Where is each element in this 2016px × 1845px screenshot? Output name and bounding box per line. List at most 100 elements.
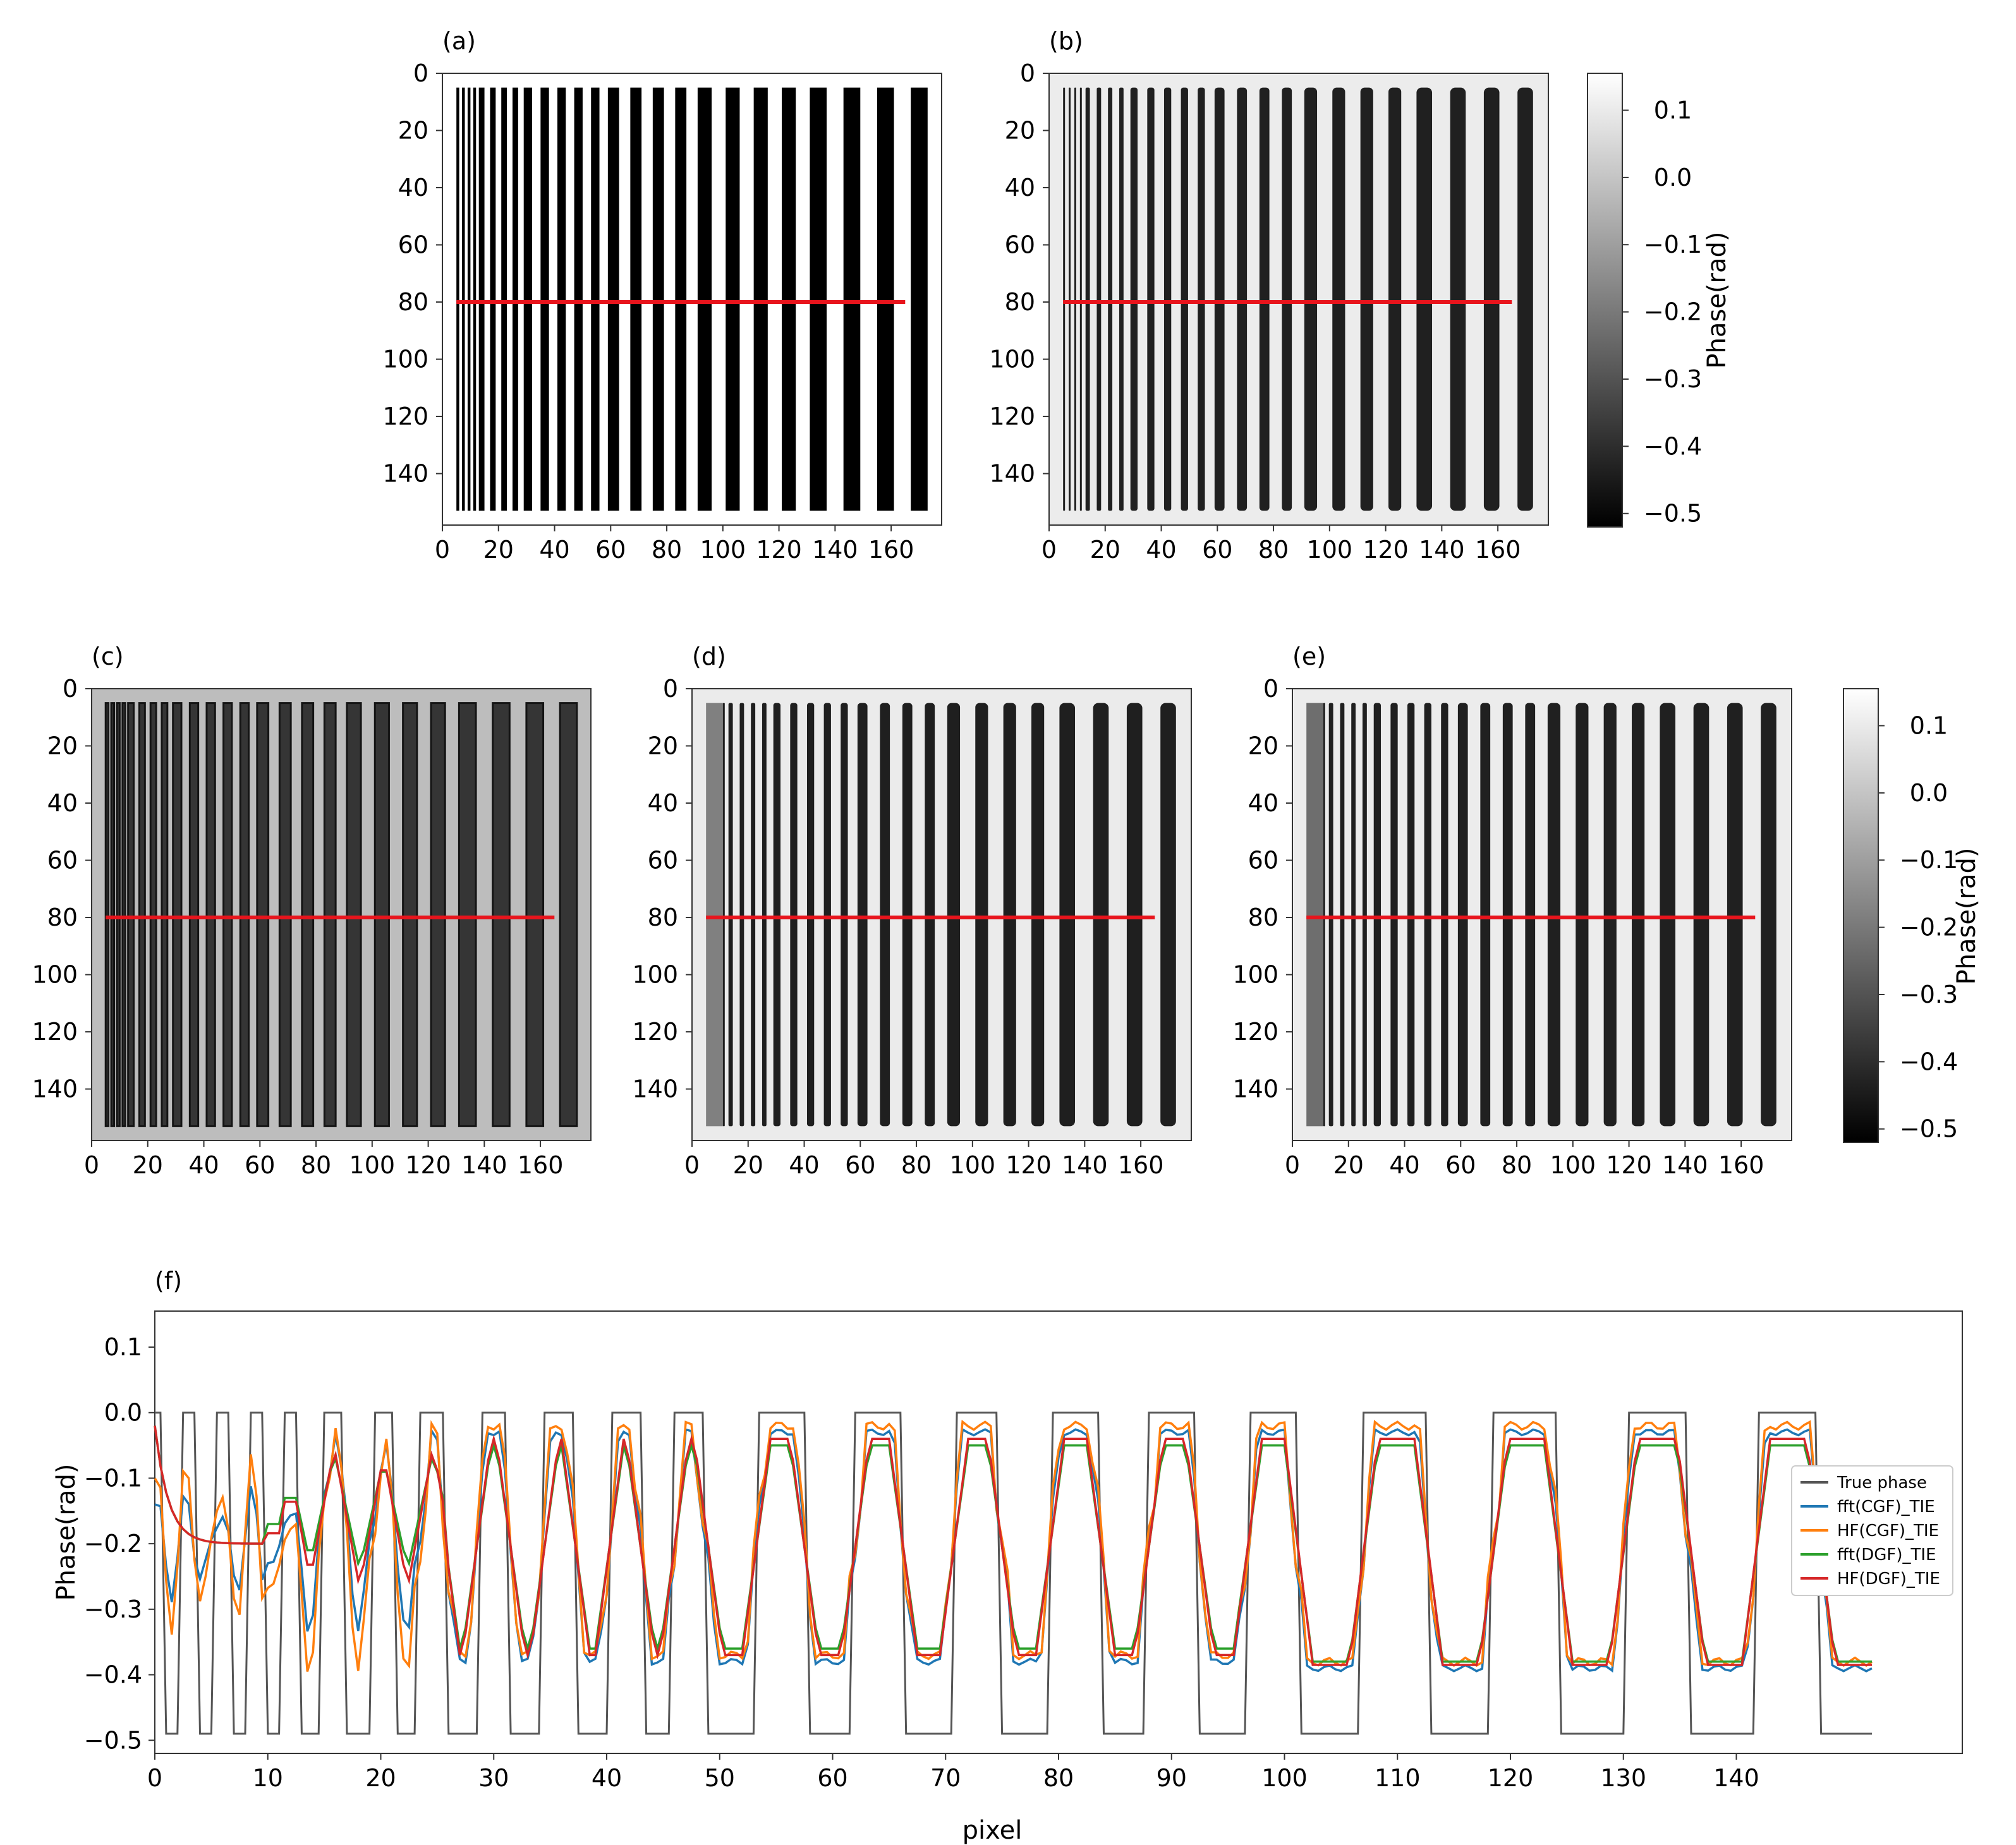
legend-label: HF(DGF)_TIE xyxy=(1837,1570,1940,1588)
phase-bar xyxy=(1373,703,1381,1127)
x-tick-label: 60 xyxy=(1202,536,1232,564)
x-tick-label: 140 xyxy=(1713,1764,1759,1792)
y-tick-label: 120 xyxy=(382,402,428,430)
colorbar-tick-label: 0.0 xyxy=(1910,779,1948,807)
x-tick-label: 80 xyxy=(901,1151,932,1179)
phase-bar xyxy=(540,87,549,511)
phase-bar xyxy=(149,702,157,1127)
phase-bar xyxy=(222,702,233,1127)
image-frame xyxy=(1292,688,1792,1141)
phase-bar xyxy=(877,87,894,511)
phase-bar xyxy=(161,702,169,1127)
x-tick-label: 120 xyxy=(1363,536,1409,564)
phase-bar xyxy=(1483,87,1500,511)
y-tick-label: 80 xyxy=(398,288,428,316)
colorbar-tick-label: −0.1 xyxy=(1644,231,1702,258)
phase-bar xyxy=(1441,703,1448,1127)
phase-bar xyxy=(1282,87,1292,511)
x-axis-label: pixel xyxy=(962,1816,1023,1845)
phase-bar xyxy=(925,703,935,1127)
y-tick-label: 100 xyxy=(632,961,678,989)
phase-bar xyxy=(104,702,110,1127)
x-tick-label: 80 xyxy=(1043,1764,1074,1792)
phase-bar xyxy=(880,703,890,1127)
y-tick-label: 0.1 xyxy=(104,1333,142,1361)
phase-bar xyxy=(492,702,511,1127)
plot-lines xyxy=(154,1412,1873,1735)
legend-box xyxy=(1791,1465,1953,1596)
phase-bar xyxy=(205,702,216,1127)
phase-bar xyxy=(975,703,988,1127)
panel-c: (c) 0 20 40 60 80 100 120 140 160 0 20 40 60 80 100 120 1… xyxy=(32,643,592,1179)
x-tick-label: 100 xyxy=(1307,536,1353,564)
colorbar-tick-label: −0.3 xyxy=(1644,365,1702,393)
x-tick-label: 80 xyxy=(1502,1151,1532,1179)
x-tick-label: 0 xyxy=(435,536,450,564)
x-tick-label: 40 xyxy=(592,1764,622,1792)
phase-bar xyxy=(1525,703,1536,1127)
colorbar-bottom: Phase(rad) 0.1 0.0 −0.1 −0.2 −0.3 −0.4 −0.5 xyxy=(1843,688,1981,1143)
x-tick-label: 100 xyxy=(700,536,746,564)
legend-label: fft(CGF)_TIE xyxy=(1837,1497,1935,1516)
x-tick-label: 20 xyxy=(733,1151,763,1179)
x-tick-label: 160 xyxy=(518,1151,564,1179)
phase-bar xyxy=(823,703,831,1127)
panel-label-d: (d) xyxy=(692,643,726,670)
image-background xyxy=(1292,689,1792,1140)
phase-bar xyxy=(911,87,928,511)
phase-bar xyxy=(697,87,712,511)
phase-bar xyxy=(512,87,518,511)
y-tick-label: 80 xyxy=(47,904,78,931)
phase-bar xyxy=(478,87,485,511)
y-axis-ticks: 0.1 0.0 −0.1 −0.2 −0.3 −0.4 −0.5 xyxy=(84,1333,155,1754)
colorbar-tick-label: −0.2 xyxy=(1900,914,1958,941)
x-tick-label: 140 xyxy=(812,536,858,564)
x-tick-label: 40 xyxy=(1146,536,1176,564)
colorbar-tick-label: −0.4 xyxy=(1900,1048,1958,1075)
phase-bar xyxy=(172,702,183,1127)
phase-bar xyxy=(110,702,116,1127)
phase-bar xyxy=(116,702,121,1127)
phase-bar xyxy=(751,703,756,1127)
image-frame xyxy=(91,688,592,1141)
phase-bar xyxy=(523,87,533,511)
x-tick-label: 160 xyxy=(1718,1151,1764,1179)
phase-bar xyxy=(1126,703,1143,1127)
phase-bar xyxy=(902,703,913,1127)
x-tick-label: 0 xyxy=(1041,536,1057,564)
x-tick-label: 0 xyxy=(147,1764,162,1792)
x-tick-label: 100 xyxy=(950,1151,996,1179)
phase-bar xyxy=(652,87,664,511)
y-tick-label: 40 xyxy=(47,789,78,817)
colorbar-tick-label: −0.5 xyxy=(1644,500,1702,528)
y-tick-label: 0 xyxy=(663,675,678,703)
phase-bar xyxy=(1576,703,1589,1127)
phase-bar xyxy=(1340,703,1345,1127)
image-frame xyxy=(1048,73,1549,526)
phase-bar xyxy=(458,702,477,1127)
phase-bar xyxy=(773,703,781,1127)
legend: True phase fft(CGF)_TIE HF(CGF)_TIE fft(DGF… xyxy=(1791,1465,1953,1596)
y-tick-label: 100 xyxy=(989,346,1035,373)
y-tick-label: 60 xyxy=(1005,231,1035,259)
phase-bar xyxy=(1727,703,1743,1127)
panel-label-a: (a) xyxy=(442,27,476,55)
y-tick-label: 100 xyxy=(382,346,428,373)
x-tick-label: 40 xyxy=(789,1151,819,1179)
x-tick-label: 110 xyxy=(1375,1764,1421,1792)
phase-bar xyxy=(1214,87,1225,511)
y-tick-label: −0.1 xyxy=(84,1464,142,1492)
x-tick-label: 160 xyxy=(868,536,914,564)
x-tick-label: 0 xyxy=(1285,1151,1300,1179)
x-tick-label: 130 xyxy=(1600,1764,1646,1792)
y-tick-label: 140 xyxy=(382,460,428,488)
x-tick-label: 0 xyxy=(84,1151,99,1179)
phase-bar xyxy=(239,702,250,1127)
phase-bar xyxy=(559,702,578,1127)
phase-bar xyxy=(1517,87,1533,511)
image-frame xyxy=(442,73,942,526)
phase-bar xyxy=(1074,87,1076,511)
line-plot-f: (f) 0.1 0.0 −0.1 −0.2 −0.3 −0.4 −0.5 0 10 20 30 40… xyxy=(52,1267,1963,1845)
y-tick-label: 60 xyxy=(47,847,78,874)
x-tick-label: 30 xyxy=(478,1764,509,1792)
